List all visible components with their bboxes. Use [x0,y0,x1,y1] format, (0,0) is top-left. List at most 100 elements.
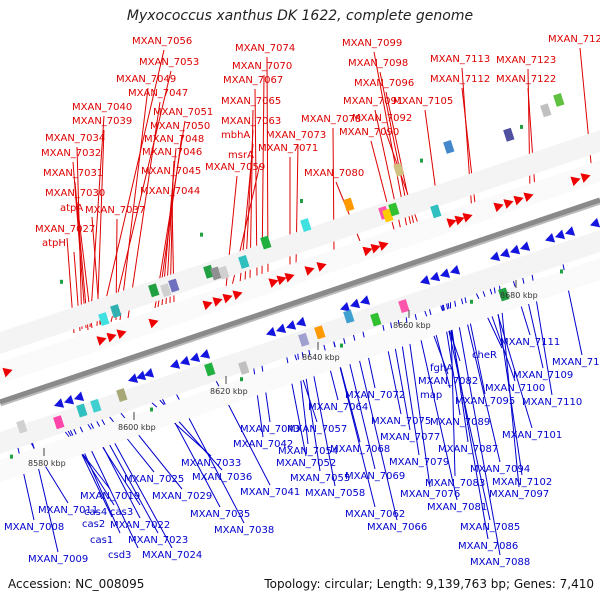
bottom-gene-label: MXAN_7033 [181,458,241,469]
axis-tick-label: 8580 kbp [28,459,66,468]
bottom-gene-label: MXAN_7008 [4,522,64,533]
top-gene-label: MXAN_7096 [354,78,414,89]
forward-gene-arrow [212,297,223,307]
top-label-leader [127,101,161,319]
axis-tick-label: 8660 kbp [393,321,431,330]
feature-block [300,218,312,233]
feature-tracks [0,92,600,482]
feature-block [398,299,410,314]
bottom-label-leader [519,265,544,369]
bottom-gene-labels: MXAN_7011 MXAN_7008 MXAN_7009 MXAN_7019 cas4… [4,337,600,568]
top-gene-label: MXAN_7080 [304,168,364,179]
top-gene-label: mbhA [221,130,250,141]
genome-backbone [0,197,600,407]
bottom-gene-label: MXAN_7094 [470,464,530,475]
forward-gene-arrow [503,199,514,209]
bottom-gene-label: MXAN_7024 [142,550,202,561]
feature-block [98,312,110,327]
bottom-gene-label: MXAN_7022 [110,520,170,531]
top-gene-label: MXAN_7053 [139,57,199,68]
bottom-gene-label: MXAN_7081 [427,502,487,513]
bottom-label-leader [379,310,402,415]
forward-gene-arrow [513,195,524,206]
bottom-label-leader [83,409,141,519]
bottom-gene-label: MXAN_7055 [290,473,350,484]
bottom-gene-label: MXAN_7102 [492,477,552,488]
trna-marker [150,407,153,412]
top-gene-label: MXAN_7049 [116,74,176,85]
map-title: Myxococcus xanthus DK 1622, complete gen… [126,8,474,24]
bottom-gene-label: MXAN_7069 [345,471,405,482]
bottom-label-leader [63,416,113,518]
forward-gene-arrow [276,275,287,286]
bottom-gene-label: MXAN_7038 [214,525,274,536]
bottom-gene-label: cas3 [110,507,133,518]
bottom-gene-label: MXAN_7011 [38,505,98,516]
bottom-gene-label: cas4 [84,507,107,518]
bottom-gene-label: MXAN_7110 [522,397,582,408]
bottom-label-leader [295,337,309,445]
feature-block [393,162,405,177]
top-gene-label: MXAN_7122 [496,74,556,85]
top-label-leader [110,70,172,323]
reverse-gene-arrow [555,229,566,240]
bottom-gene-label: MXAN_7029 [152,491,212,502]
bottom-gene-label: MXAN_7076 [400,489,460,500]
forward-gene-arrow [148,318,159,329]
top-gene-label: MXAN_7056 [132,36,192,47]
feature-block [503,127,515,142]
forward-gene-arrow [362,246,373,257]
reverse-gene-arrow [200,349,211,359]
reverse-gene-arrow [590,217,600,228]
top-gene-label: MXAN_7046 [142,147,202,158]
top-gene-label: MXAN_7112 [430,74,490,85]
reverse-gene-arrow [128,373,139,383]
top-gene-label: MXAN_7065 [221,96,281,107]
bottom-gene-label: MXAN_7109 [513,370,573,381]
forward-gene-arrow [378,241,389,251]
forward-gene-arrow [370,244,381,254]
bottom-label-leader [111,401,183,490]
reverse-gene-arrow [510,244,521,255]
bottom-gene-label: MXAN_7095 [455,396,515,407]
top-gene-label: MXAN_7050 [150,121,210,132]
track-band [0,160,600,384]
top-gene-labels: MXAN_7056 MXAN_7053 MXAN_7049 MXAN_7047 MXAN… [35,34,600,249]
top-gene-label: MXAN_7051 [153,107,213,118]
feature-block [90,398,102,413]
forward-gene-arrow [304,266,315,276]
feature-block [16,419,28,434]
top-gene-label: MXAN_7099 [342,38,402,49]
feature-block [443,140,455,154]
top-gene-label: msrA [228,150,254,161]
axis-tick-label: 8640 kbp [302,353,340,362]
feature-block [210,266,222,281]
bottom-gene-label: cheR [472,350,497,361]
top-label-leader [99,49,165,326]
axis-tick-label: 8600 kbp [118,423,156,432]
reverse-gene-arrow [500,248,511,258]
reverse-gene-arrow [350,298,361,309]
bottom-gene-label: MXAN_7009 [28,554,88,565]
top-gene-label: MXAN_7073 [266,130,326,141]
bottom-gene-label: MXAN_7066 [367,522,427,533]
trna-marker [520,124,523,129]
top-gene-label: MXAN_7039 [72,116,132,127]
forward-gene-arrow [580,173,591,183]
reverse-gene-arrow [490,251,501,262]
feature-block [160,283,172,298]
bottom-label-leader [425,295,451,389]
reverse-gene-arrow [286,320,297,330]
bottom-label-leader [251,354,264,438]
reverse-gene-arrow [136,370,147,381]
reverse-gene-arrow [144,367,155,378]
top-gene-label: MXAN_7113 [430,54,490,65]
reverse-gene-arrow [64,394,75,405]
track-band [0,258,600,482]
axis-tick-label: 8620 kbp [210,387,248,396]
trna-marker [340,343,343,348]
top-gene-label: MXAN_7027 [35,224,95,235]
feature-block [343,309,355,324]
